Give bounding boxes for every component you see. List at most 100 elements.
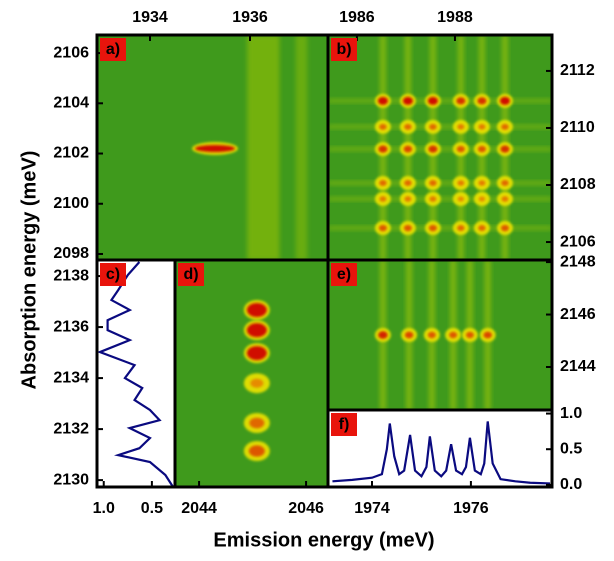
y-tick-label: 2100 (53, 195, 89, 212)
spot (246, 323, 267, 338)
panel-label: f) (339, 416, 350, 433)
spot (429, 180, 437, 187)
x-tick-label: 1986 (339, 9, 375, 26)
y-tick-label: 0.5 (560, 440, 582, 457)
spot (404, 331, 414, 339)
y-tick-label: 2112 (560, 62, 595, 79)
spot (478, 124, 486, 130)
spot (429, 123, 437, 130)
x-tick-label: 0.5 (141, 500, 163, 517)
x-tick-label: 1934 (132, 9, 168, 26)
spot (379, 123, 387, 130)
spot (404, 123, 412, 130)
spot (478, 180, 486, 186)
spot (456, 97, 466, 105)
panel (328, 35, 552, 260)
spot (478, 225, 486, 232)
y-tick-label: 2106 (560, 233, 596, 250)
spot (249, 417, 265, 429)
x-tick-label: 1988 (437, 9, 473, 26)
x-tick-label: 1936 (232, 9, 268, 26)
x-tick-label: 1976 (453, 500, 489, 517)
y-tick-label: 2134 (53, 369, 89, 386)
panel-label-box (100, 38, 126, 61)
panel-label: c) (106, 266, 120, 283)
spot (500, 145, 510, 153)
panel-label: b) (336, 41, 351, 58)
spot (378, 145, 388, 153)
spot (404, 196, 412, 202)
x-tick-label: 1974 (354, 500, 390, 517)
spot (457, 124, 465, 130)
spot (499, 96, 510, 105)
y-tick-label: 2104 (53, 95, 89, 112)
spot (402, 96, 413, 105)
spot (449, 331, 458, 339)
y-tick-label: 2130 (53, 471, 89, 488)
spot (403, 145, 413, 153)
panel-label: d) (183, 266, 198, 283)
y-tick-label: 2132 (53, 420, 89, 437)
spot (250, 378, 264, 388)
spot (456, 145, 465, 153)
panel-label: a) (106, 41, 120, 58)
y-tick-label: 2102 (53, 145, 89, 162)
line (97, 261, 174, 487)
spot (465, 331, 474, 339)
y-tick-label: 2110 (560, 119, 595, 136)
panel-label-box (178, 263, 204, 286)
y-tick-label: 1.0 (560, 405, 582, 422)
spot (427, 96, 438, 105)
spot (377, 96, 388, 105)
y-tick-label: 2136 (53, 318, 89, 335)
heatmap-background (328, 260, 552, 410)
panel-label: e) (337, 266, 351, 283)
spot (457, 180, 465, 186)
y-tick-label: 2144 (560, 358, 596, 375)
spot (478, 196, 486, 202)
spot (248, 445, 265, 457)
y-axis-title: Absorption energy (meV) (18, 151, 40, 390)
plot-background (97, 260, 175, 487)
y-tick-label: 2148 (560, 253, 596, 270)
spot (427, 331, 436, 339)
spot (379, 180, 387, 187)
panel (97, 35, 328, 260)
spot (378, 224, 387, 232)
y-tick-label: 0.0 (560, 476, 582, 493)
y-tick-label: 2106 (53, 44, 89, 61)
spot (457, 225, 465, 232)
spot (477, 97, 487, 105)
spot (429, 196, 437, 202)
spot (403, 224, 412, 232)
y-tick-label: 2138 (53, 267, 89, 284)
spot (246, 346, 267, 361)
spot (483, 331, 492, 339)
y-tick-label: 2098 (53, 245, 89, 262)
panel (328, 260, 552, 410)
panel-border (326, 408, 554, 489)
panel-label-box (331, 413, 357, 436)
spot (379, 196, 387, 202)
spot (378, 331, 388, 339)
y-tick-label: 2108 (560, 176, 596, 193)
spot (246, 302, 267, 317)
spot (501, 196, 509, 202)
spot (501, 123, 509, 130)
spot (195, 145, 235, 153)
stripe (295, 35, 308, 260)
spot (477, 145, 486, 153)
line (332, 421, 551, 485)
x-tick-label: 1.0 (93, 500, 115, 517)
panel-label-box (100, 263, 126, 286)
x-tick-label: 2046 (288, 500, 324, 517)
panel (175, 260, 328, 487)
x-tick-label: 2044 (181, 500, 217, 517)
spot (404, 180, 412, 187)
spot (428, 224, 437, 232)
panel (97, 260, 175, 487)
x-axis-title: Emission energy (meV) (213, 529, 434, 551)
stripe (247, 35, 280, 260)
spot (501, 180, 509, 187)
